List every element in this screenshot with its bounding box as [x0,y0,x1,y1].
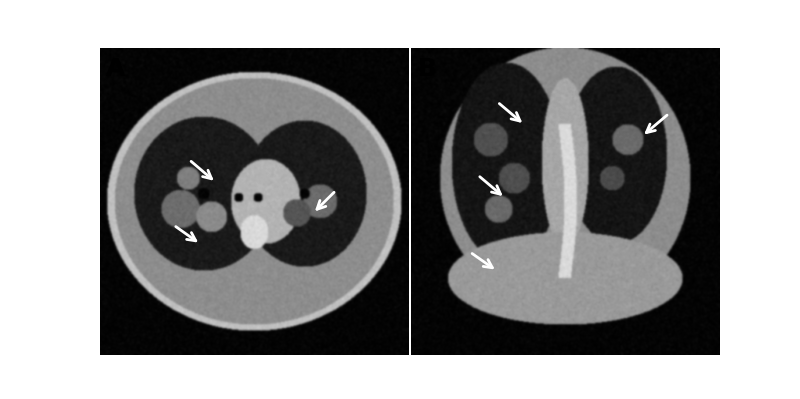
Text: A: A [106,57,126,81]
Text: B: B [418,57,437,81]
